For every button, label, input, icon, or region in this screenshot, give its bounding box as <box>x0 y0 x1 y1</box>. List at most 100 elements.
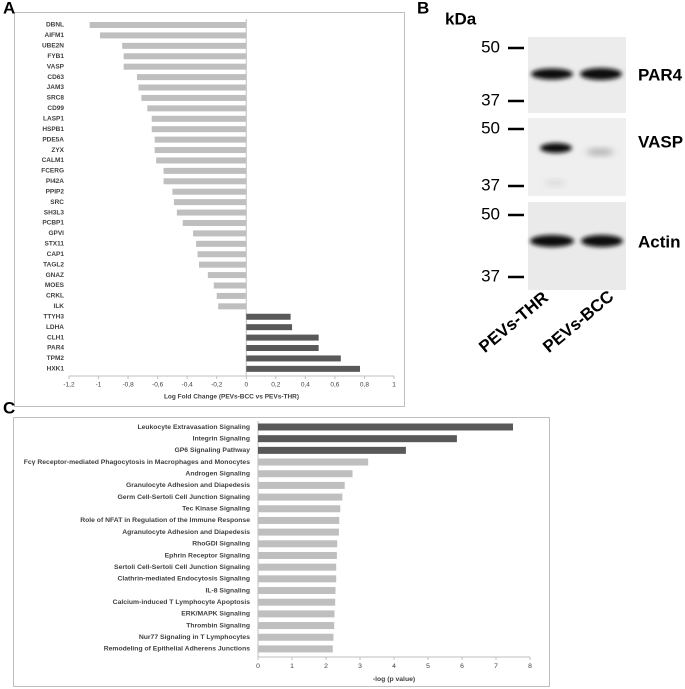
marker-label: 50 <box>481 204 500 223</box>
category-label: Leukocyte Extravasation Signaling <box>137 424 250 431</box>
bar <box>193 230 247 237</box>
category-label: CRKL <box>46 293 64 300</box>
bar <box>176 209 247 216</box>
bar <box>258 645 333 653</box>
marker-label: 37 <box>481 175 500 194</box>
x-tick-label: 0 <box>244 382 248 389</box>
bar <box>154 147 247 154</box>
bar <box>258 458 369 466</box>
x-tick-label: -0,2 <box>211 382 223 389</box>
band <box>531 68 573 80</box>
panel-letter: B <box>417 0 429 17</box>
category-label: Sertoli Cell-Sertoli Cell Junction Signa… <box>114 564 250 571</box>
category-label: CAP1 <box>47 251 65 258</box>
bar <box>173 199 247 206</box>
category-label: Ephrin Receptor Signaling <box>165 552 250 559</box>
bar <box>258 446 406 454</box>
category-label: PI42A <box>46 178 64 185</box>
bar <box>163 178 247 185</box>
category-label: CLH1 <box>47 334 64 341</box>
bar <box>258 598 336 606</box>
bar <box>136 74 247 81</box>
band <box>580 68 622 80</box>
marker-label: 50 <box>481 37 500 56</box>
category-label: MOES <box>45 282 65 289</box>
category-label: GNAZ <box>46 272 64 279</box>
bar <box>246 365 361 372</box>
x-tick-label: 3 <box>358 663 362 670</box>
bar <box>246 355 341 362</box>
bar <box>182 219 247 226</box>
bar <box>258 470 353 478</box>
category-label: Thrombin Signaling <box>186 622 250 629</box>
bar <box>258 493 343 501</box>
bar <box>258 540 338 548</box>
x-tick-label: -1,2 <box>63 382 75 389</box>
x-tick-label: 4 <box>392 663 396 670</box>
bar <box>258 505 341 513</box>
x-tick-label: 8 <box>528 663 532 670</box>
category-label: Clathrin-mediated Endocytosis Signaling <box>117 576 250 583</box>
bar <box>199 261 247 268</box>
category-label: Agranulocyte Adhesion and Diapedesis <box>122 529 250 536</box>
protein-label: VASP <box>638 132 683 151</box>
bar <box>123 53 247 60</box>
panel-a-frame <box>14 12 405 407</box>
marker-label: 50 <box>481 118 500 137</box>
panel-letter: C <box>3 398 15 417</box>
bar <box>216 292 247 299</box>
category-label: Calcium-induced T Lymphocyte Apoptosis <box>113 599 251 606</box>
x-tick-label: 0,4 <box>301 382 310 389</box>
protein-label: Actin <box>638 232 681 251</box>
category-label: IL-8 Signaling <box>205 587 250 594</box>
category-label: TTYH3 <box>43 313 64 320</box>
category-label: VASP <box>47 63 65 70</box>
x-tick-label: -0,4 <box>182 382 194 389</box>
bar <box>122 42 247 49</box>
category-label: PPIP2 <box>46 188 65 195</box>
x-tick-label: 1 <box>392 382 396 389</box>
category-label: Role of NFAT in Regulation of the Immune… <box>80 517 250 524</box>
x-tick-label: 1 <box>290 663 294 670</box>
x-tick-label: -0,6 <box>152 382 164 389</box>
bar <box>100 32 247 39</box>
bar <box>151 115 247 122</box>
category-label: SRC8 <box>47 95 65 102</box>
category-label: LDHA <box>46 324 64 331</box>
bar <box>258 563 337 571</box>
category-label: FCERG <box>41 168 64 175</box>
x-tick-label: 7 <box>494 663 498 670</box>
category-label: Germ Cell-Sertoli Cell Junction Signalin… <box>117 494 250 501</box>
bar <box>246 324 293 331</box>
x-tick-label: -1 <box>96 382 102 389</box>
category-label: JAM3 <box>47 84 65 91</box>
bar <box>196 240 247 247</box>
category-label: TAGL2 <box>43 261 64 268</box>
category-label: PAR4 <box>47 345 64 352</box>
bar <box>246 313 291 320</box>
marker-dashes <box>508 46 524 279</box>
category-label: GPVI <box>48 230 64 237</box>
bar <box>258 481 345 489</box>
x-tick-label: -0,8 <box>122 382 134 389</box>
bar <box>147 105 247 112</box>
bar <box>258 516 340 524</box>
category-label: ERK/MAPK Signaling <box>181 611 250 618</box>
bar <box>258 528 339 536</box>
category-label: DBNL <box>46 22 64 29</box>
category-label: ZYX <box>51 147 64 154</box>
bar <box>123 63 247 70</box>
bar <box>151 126 247 133</box>
bar <box>197 251 247 258</box>
protein-label: PAR4 <box>638 65 683 84</box>
x-tick-label: 0,6 <box>330 382 339 389</box>
category-label: GP6 Signaling Pathway <box>174 447 250 454</box>
bar <box>258 587 336 595</box>
band <box>545 181 565 185</box>
category-label: Remodeling of Epithelial Adherens Juncti… <box>104 646 250 653</box>
bar <box>156 157 247 164</box>
category-label: LASP1 <box>43 115 64 122</box>
bar <box>258 551 337 559</box>
